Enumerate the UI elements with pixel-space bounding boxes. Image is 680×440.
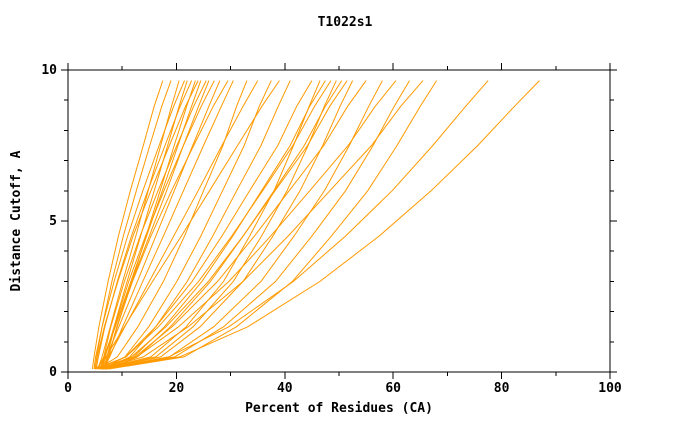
model-curve: [104, 80, 326, 370]
x-axis-label: Percent of Residues (CA): [245, 401, 433, 416]
y-axis-label: Distance Cutoff, A: [9, 150, 24, 291]
model-curve: [98, 80, 202, 370]
model-curve: [93, 80, 185, 370]
model-curve: [100, 80, 367, 370]
model-curve: [97, 80, 397, 370]
model-curve: [94, 80, 332, 370]
model-curve: [100, 80, 321, 370]
x-tick-label: 80: [494, 381, 510, 396]
model-curve: [102, 80, 234, 370]
tick-labels: 0 20 40 60 80 100 0 5 10: [41, 63, 622, 396]
model-curve: [105, 80, 229, 370]
model-curve: [103, 80, 354, 370]
model-curve: [100, 80, 221, 370]
model-curve: [95, 80, 193, 370]
model-curve: [97, 80, 248, 370]
y-tick-label: 0: [49, 365, 57, 380]
model-curve: [97, 80, 180, 370]
model-curve: [97, 80, 210, 370]
model-curve: [105, 80, 291, 370]
model-curve: [94, 80, 199, 370]
model-curve: [95, 80, 280, 370]
x-tick-label: 0: [64, 381, 72, 396]
model-curve: [104, 80, 215, 370]
model-curve: [97, 80, 313, 370]
model-curve: [104, 80, 410, 370]
model-curve: [103, 80, 489, 370]
chart-title: T1022s1: [318, 15, 373, 30]
y-tick-label: 10: [41, 63, 57, 78]
model-curve: [101, 80, 337, 370]
model-curve: [94, 80, 172, 370]
model-curve: [105, 80, 540, 370]
x-tick-label: 40: [277, 381, 293, 396]
model-curve: [100, 80, 259, 370]
x-tick-label: 60: [385, 381, 401, 396]
model-curve: [101, 80, 424, 370]
axis-ticks: [61, 63, 617, 379]
x-tick-label: 100: [598, 381, 622, 396]
model-curve: [105, 80, 383, 370]
model-curve: [100, 80, 188, 370]
model-curve: [99, 80, 348, 370]
model-curve: [101, 80, 207, 370]
x-tick-label: 20: [169, 381, 185, 396]
model-curves: [91, 80, 540, 370]
y-tick-label: 5: [49, 214, 57, 229]
model-curve: [91, 80, 164, 370]
